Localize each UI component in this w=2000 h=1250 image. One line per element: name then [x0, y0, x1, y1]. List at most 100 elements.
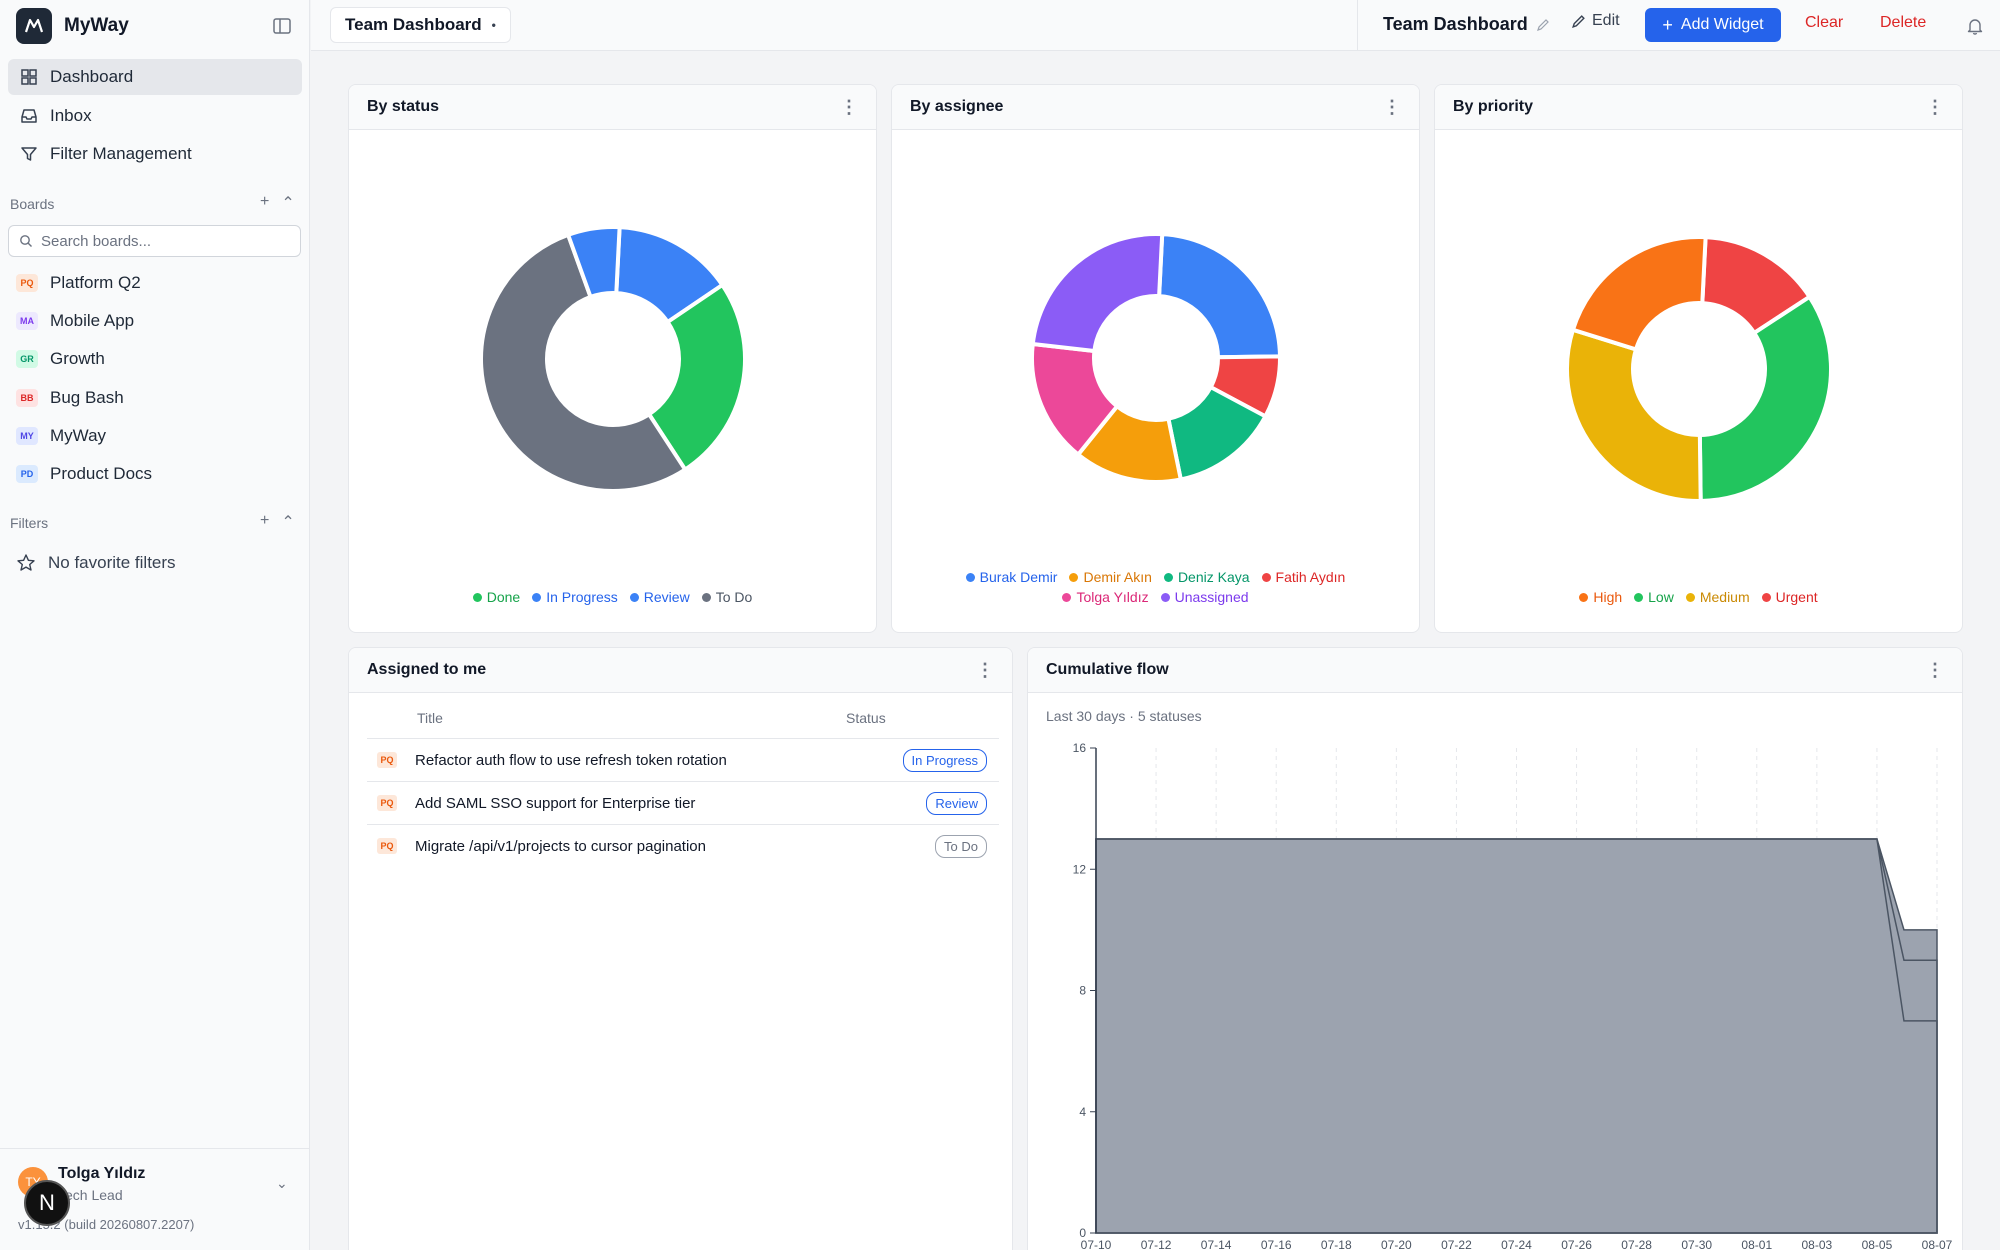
donut-slice-in-progress[interactable] — [565, 225, 622, 300]
legend-label: Tolga Yıldız — [1076, 589, 1149, 605]
project-badge: PQ — [377, 795, 397, 811]
donut-slice-high[interactable] — [1570, 235, 1708, 352]
legend-item[interactable]: Unassigned — [1160, 589, 1249, 605]
widget-title: By priority — [1453, 98, 1534, 115]
kebab-menu-icon[interactable]: ⋮ — [1926, 659, 1944, 680]
kebab-menu-icon[interactable]: ⋮ — [976, 659, 994, 680]
legend-label: Urgent — [1775, 589, 1818, 605]
add-filter-icon[interactable]: + — [260, 512, 270, 529]
edit-label: Edit — [1592, 12, 1620, 29]
x-tick-label: 07-12 — [1141, 1238, 1172, 1250]
legend-item[interactable]: Done — [472, 589, 521, 605]
version-text: v1.15.2 (build 20260807.2207) — [18, 1217, 195, 1232]
no-filters-text: No favorite filters — [48, 553, 176, 572]
bell-icon[interactable] — [1965, 16, 1985, 36]
collapse-boards-icon[interactable]: ⌃ — [281, 195, 295, 212]
board-item-mobile-app[interactable]: MA Mobile App — [16, 306, 134, 336]
inbox-icon — [21, 109, 37, 123]
sidebar-toggle-icon[interactable] — [272, 16, 292, 36]
board-item-platform-q2[interactable]: PQ Platform Q2 — [16, 268, 141, 298]
x-tick-label: 07-16 — [1261, 1238, 1292, 1250]
board-search-input[interactable]: Search boards... — [8, 225, 301, 257]
legend-label: Burak Demir — [979, 569, 1058, 585]
clear-button[interactable]: Clear — [1805, 14, 1844, 31]
kebab-menu-icon[interactable]: ⋮ — [1383, 96, 1401, 117]
x-tick-label: 07-30 — [1681, 1238, 1712, 1250]
project-badge: PQ — [377, 752, 397, 768]
kebab-menu-icon[interactable]: ⋮ — [840, 96, 858, 117]
flow-area-series-3[interactable] — [1095, 838, 1938, 1234]
topbar: Team Dashboard • Team Dashboard Edit + A… — [311, 0, 2000, 51]
legend-label: In Progress — [546, 589, 618, 605]
collapse-filters-icon[interactable]: ⌃ — [281, 514, 295, 531]
donut-slice-done[interactable] — [646, 282, 747, 473]
legend-item[interactable]: Tolga Yıldız — [1062, 589, 1149, 605]
status-badge: To Do — [935, 834, 987, 858]
user-name: Tolga Yıldız — [58, 1165, 146, 1182]
add-widget-button[interactable]: + Add Widget — [1645, 8, 1781, 42]
widget-cumulative-flow: Cumulative flow ⋮ Last 30 days · 5 statu… — [1027, 647, 1963, 1250]
legend-item[interactable]: To Do — [701, 589, 752, 605]
column-title[interactable]: Title — [417, 710, 443, 726]
board-item-growth[interactable]: GR Growth — [16, 344, 105, 374]
overlay-bubble[interactable]: N — [24, 1180, 70, 1226]
x-tick-label: 07-14 — [1201, 1238, 1232, 1250]
row-title: Migrate /api/v1/projects to cursor pagin… — [415, 837, 706, 855]
legend-item[interactable]: Urgent — [1761, 589, 1818, 605]
user-menu[interactable]: TY Tolga Yıldız Tech Lead ⌄ v1.15.2 (bui… — [0, 1148, 310, 1250]
board-label: Bug Bash — [50, 388, 124, 407]
column-status[interactable]: Status — [846, 710, 886, 726]
user-role: Tech Lead — [58, 1187, 123, 1203]
delete-button[interactable]: Delete — [1880, 14, 1927, 31]
legend-label: Review — [643, 589, 690, 605]
legend-item[interactable]: Review — [629, 589, 690, 605]
dashboard-icon — [21, 69, 37, 85]
board-item-bug-bash[interactable]: BB Bug Bash — [16, 383, 124, 413]
donut-slice-unassigned[interactable] — [1030, 232, 1165, 354]
search-placeholder: Search boards... — [41, 232, 152, 250]
board-item-myway[interactable]: MY MyWay — [16, 421, 106, 451]
plus-icon: + — [1662, 14, 1673, 35]
brand[interactable]: MyWay — [16, 8, 129, 44]
board-label: Mobile App — [50, 311, 135, 330]
board-item-product-docs[interactable]: PD Product Docs — [16, 459, 152, 489]
row-title: Add SAML SSO support for Enterprise tier — [415, 794, 696, 812]
donut-slice-medium[interactable] — [1565, 327, 1703, 503]
legend-item[interactable]: Low — [1634, 589, 1674, 605]
legend-item[interactable]: Demir Akın — [1069, 569, 1152, 585]
add-board-icon[interactable]: + — [260, 193, 270, 210]
legend-item[interactable]: Medium — [1685, 589, 1750, 605]
legend-label: Unassigned — [1174, 589, 1249, 605]
star-icon — [17, 554, 35, 571]
legend-label: Low — [1648, 589, 1674, 605]
sidebar: MyWay Dashboard Inbox Filter Management … — [0, 0, 310, 1250]
legend-label: Done — [486, 589, 521, 605]
legend-item[interactable]: Deniz Kaya — [1163, 569, 1250, 585]
donut-slice-low[interactable] — [1697, 294, 1833, 504]
legend-item[interactable]: Fatih Aydın — [1261, 569, 1345, 585]
pencil-icon — [1572, 14, 1585, 28]
donut-slice-to-do[interactable] — [479, 232, 688, 493]
board-badge: BB — [16, 389, 38, 407]
boards-section-label: Boards — [10, 196, 55, 212]
table-row[interactable]: PQ Refactor auth flow to use refresh tok… — [367, 738, 999, 781]
status-donut-chart — [479, 225, 747, 493]
kebab-menu-icon[interactable]: ⋮ — [1926, 96, 1944, 117]
nav-item-dashboard[interactable]: Dashboard — [8, 59, 302, 95]
pencil-icon[interactable] — [1536, 18, 1550, 32]
nav-item-filter-management[interactable]: Filter Management — [8, 136, 302, 172]
nav-label: Inbox — [50, 106, 92, 125]
chevron-down-icon[interactable]: ⌄ — [276, 1175, 288, 1191]
table-row[interactable]: PQ Migrate /api/v1/projects to cursor pa… — [367, 824, 999, 867]
legend-item[interactable]: High — [1579, 589, 1622, 605]
tab-team-dashboard[interactable]: Team Dashboard • — [330, 7, 511, 43]
nav-item-inbox[interactable]: Inbox — [8, 98, 302, 134]
widget-title: Assigned to me — [367, 661, 487, 678]
status-badge: In Progress — [902, 748, 987, 772]
donut-slice-burak-demir[interactable] — [1157, 232, 1283, 360]
edit-button[interactable]: Edit — [1571, 12, 1620, 30]
table-row[interactable]: PQ Add SAML SSO support for Enterprise t… — [367, 781, 999, 824]
legend-item[interactable]: Burak Demir — [965, 569, 1058, 585]
legend-item[interactable]: In Progress — [532, 589, 618, 605]
board-badge: MA — [16, 312, 38, 330]
